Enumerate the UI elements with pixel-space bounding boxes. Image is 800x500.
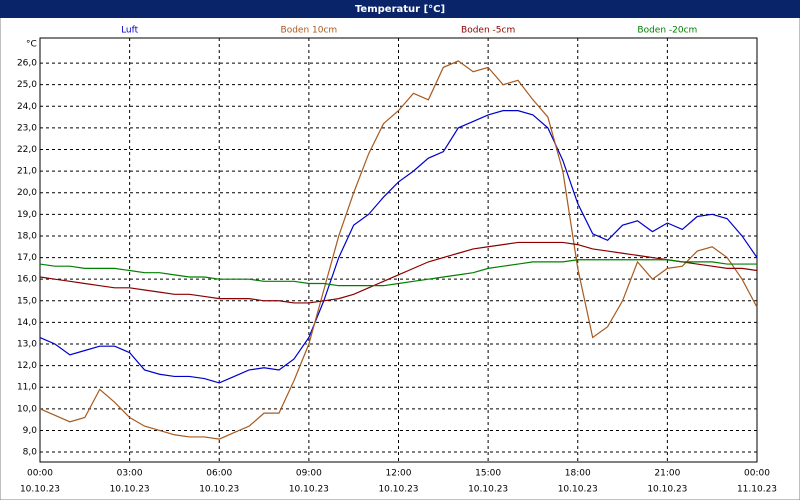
y-tick-label: 22,0: [17, 145, 37, 155]
title-bar: [0, 0, 800, 18]
x-tick-label: 06:00: [206, 469, 232, 479]
y-tick-label: 16,0: [17, 275, 37, 285]
x-tick-date: 11.10.23: [737, 485, 777, 495]
x-tick-label: 12:00: [386, 469, 412, 479]
x-tick-label: 03:00: [117, 469, 143, 479]
x-tick-date: 10.10.23: [558, 485, 598, 495]
x-tick-date: 10.10.23: [20, 485, 60, 495]
x-tick-date: 10.10.23: [110, 485, 150, 495]
y-tick-label: 17,0: [17, 253, 37, 263]
x-tick-date: 10.10.23: [289, 485, 329, 495]
x-tick-date: 10.10.23: [378, 485, 418, 495]
y-tick-label: 13,0: [17, 340, 37, 350]
line-series: [39, 241, 758, 304]
y-tick-label: 10,0: [17, 404, 37, 414]
y-tick-label: 25,0: [17, 80, 37, 90]
x-tick-label: 21:00: [654, 469, 680, 479]
y-tick-label: 15,0: [17, 296, 37, 306]
line-series: [39, 259, 757, 287]
y-tick-label: 24,0: [17, 102, 37, 112]
y-tick-label: 8,0: [23, 448, 38, 458]
chart-title: Temperatur [°C]: [355, 4, 445, 15]
x-tick-label: 09:00: [296, 469, 322, 479]
x-tick-label: 18:00: [565, 469, 591, 479]
y-tick-label: 20,0: [17, 188, 37, 198]
legend-entry: Boden -5cm: [461, 26, 515, 36]
x-tick-date: 10.10.23: [647, 485, 687, 495]
x-tick-label: 00:00: [27, 469, 53, 479]
x-tick-date: 10.10.23: [199, 485, 239, 495]
y-tick-label: 9,0: [23, 426, 38, 436]
y-tick-label: 18,0: [17, 231, 37, 241]
x-tick-date: 10.10.23: [468, 485, 508, 495]
legend-entry: Luft: [121, 26, 139, 36]
y-tick-label: 14,0: [17, 318, 37, 328]
y-unit-label: °C: [26, 40, 37, 50]
y-tick-label: 11,0: [17, 383, 37, 393]
x-tick-label: 15:00: [475, 469, 501, 479]
y-tick-label: 23,0: [17, 123, 37, 133]
y-tick-label: 12,0: [17, 361, 37, 371]
y-tick-label: 26,0: [17, 59, 37, 69]
line-series: [39, 60, 758, 440]
legend-entry: Boden 10cm: [281, 26, 338, 36]
line-series: [39, 110, 758, 384]
y-tick-label: 21,0: [17, 167, 37, 177]
x-tick-label: 00:00: [744, 469, 770, 479]
y-tick-label: 19,0: [17, 210, 37, 220]
legend-entry: Boden -20cm: [637, 26, 697, 36]
